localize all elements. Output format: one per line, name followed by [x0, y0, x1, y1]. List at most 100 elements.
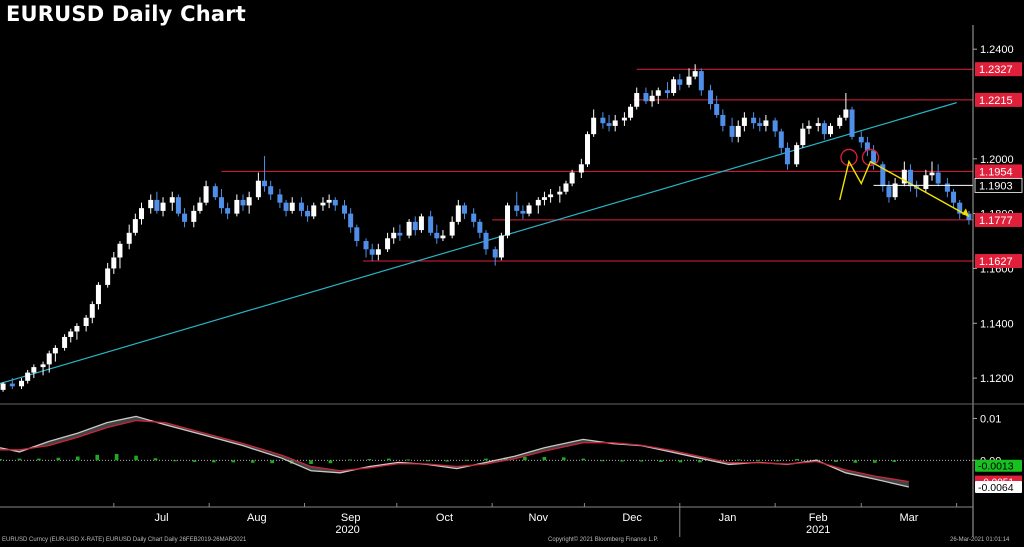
candle-up	[191, 210, 197, 222]
candle-up	[440, 235, 446, 239]
candle-down	[821, 123, 827, 135]
histogram-bar	[581, 458, 585, 461]
candle-down	[212, 186, 218, 198]
candle-down	[9, 383, 15, 387]
candle-up	[634, 93, 640, 107]
price-labels: 1.2327 1.2215 1.1954 1.1903 1.1777 1.1627	[974, 62, 1023, 269]
candle-up	[385, 238, 391, 250]
candle-down	[714, 104, 720, 115]
peak-circle	[861, 148, 880, 167]
candle-up	[735, 125, 741, 137]
osc-label-box	[975, 459, 1022, 472]
histogram-bar	[775, 460, 780, 462]
peak-circle	[840, 148, 858, 167]
double-top-annotation	[839, 148, 973, 217]
footer-timestamp: 26-Mar-2021 01:01:14	[950, 537, 1010, 543]
footer-source: EURUSD Curncy (EUR-USD X-RATE) EURUSD Da…	[2, 537, 247, 543]
histogram-bar	[56, 457, 61, 461]
year-label: 2021	[806, 524, 830, 536]
candle-up	[578, 164, 584, 173]
price-label-box	[975, 212, 1022, 227]
candle-down	[880, 164, 886, 187]
price-label-text: 1.1903	[979, 180, 1013, 192]
candle-down	[342, 205, 348, 214]
oscillator-line-2	[0, 419, 909, 483]
histogram-bar	[853, 460, 858, 463]
candle-up	[105, 268, 111, 285]
candle-down	[935, 172, 941, 184]
candle-up	[25, 372, 31, 381]
candle-down	[332, 199, 338, 206]
candle-down	[277, 194, 283, 203]
candle-up	[498, 235, 504, 258]
candle-up	[563, 183, 569, 192]
price-label-text: 1.2215	[979, 95, 1013, 107]
price-label-box	[975, 254, 1022, 269]
oscillator-line-1	[0, 415, 909, 488]
candle-down	[283, 202, 289, 211]
histogram-bar	[406, 459, 411, 461]
histogram-bar	[75, 456, 80, 461]
candle-up	[686, 76, 692, 85]
osc-tick-label: 0.01	[980, 413, 1001, 425]
candle-down	[643, 93, 649, 102]
oscillator-axis: 0.010.00-0.0051-0.0013-0.0064	[973, 413, 1022, 494]
candle-up	[892, 183, 898, 198]
histogram-bar	[639, 460, 644, 462]
candle-up	[692, 71, 698, 77]
histogram-bar	[212, 460, 216, 463]
candle-up	[449, 221, 455, 236]
candle-down	[677, 79, 683, 85]
price-label-box	[975, 62, 1022, 77]
histogram-bar	[231, 460, 236, 463]
histogram-bar	[834, 460, 838, 462]
candle-up	[234, 199, 240, 214]
candle-up	[655, 90, 661, 96]
price-label-text: 1.1627	[979, 256, 1013, 268]
histogram-bar	[0, 459, 2, 461]
histogram-bar	[270, 460, 274, 464]
candle-up	[591, 117, 597, 135]
candle-down	[412, 221, 418, 231]
candle-down	[461, 205, 467, 214]
oscillator-band	[0, 416, 909, 488]
candle-up	[0, 383, 6, 390]
candle-up	[19, 380, 25, 387]
candle-down	[751, 117, 757, 124]
candle-down	[951, 191, 957, 203]
candle-up	[541, 197, 547, 200]
candle-up	[929, 172, 935, 176]
year-label: 2020	[335, 524, 359, 536]
month-label: Jan	[719, 512, 737, 524]
candle-up	[40, 364, 46, 368]
candle-up	[628, 106, 634, 118]
candle-down	[369, 249, 375, 255]
candle-down	[871, 150, 877, 165]
month-label: Feb	[809, 512, 828, 524]
histogram-bar	[464, 459, 469, 461]
candle-up	[132, 219, 138, 233]
month-label: Jul	[154, 512, 168, 524]
price-label-text: 1.1777	[979, 215, 1013, 227]
histogram-bar	[348, 459, 352, 461]
candle-down	[664, 90, 670, 94]
histogram-bar	[892, 460, 897, 462]
candle-up	[311, 205, 317, 217]
candle-up	[46, 353, 52, 365]
candle-down	[886, 186, 892, 198]
candle-down	[858, 136, 864, 143]
histogram-bar	[445, 460, 449, 462]
candle-up	[548, 194, 554, 198]
candlesticks	[0, 64, 972, 392]
oscillator-panel	[0, 415, 973, 488]
histogram-bar	[153, 458, 158, 461]
trendline	[0, 102, 957, 385]
candle-down	[966, 213, 972, 220]
histogram-bar	[561, 457, 566, 461]
footer-copyright: Copyright© 2021 Bloomberg Finance L.P.	[548, 537, 659, 543]
candle-up	[111, 257, 117, 269]
candle-down	[698, 71, 704, 91]
candle-down	[720, 114, 726, 126]
month-label: Nov	[529, 512, 549, 524]
